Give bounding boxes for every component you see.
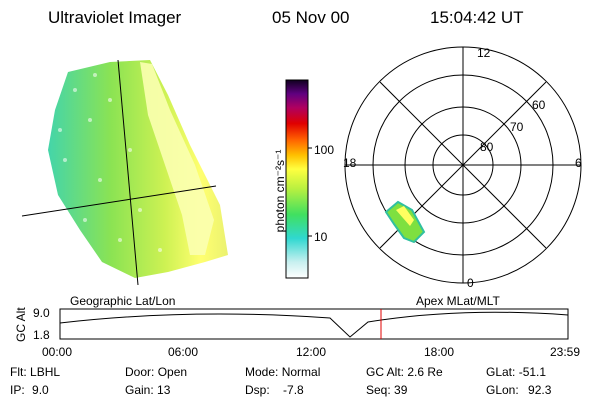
geographic-caption: Geographic Lat/Lon [70, 294, 176, 308]
latitude-grid-line [21, 185, 217, 217]
ip-label: IP: [10, 383, 25, 397]
altitude-plot-frame [59, 308, 569, 340]
gcalt-field: GC Alt: 2.6 Re [366, 365, 443, 379]
mlt-label-6: 6 [575, 156, 582, 170]
longitude-grid-line [117, 59, 139, 286]
gcalt-label: GC Alt: [366, 365, 405, 379]
mode-field: Mode: Normal [245, 365, 320, 379]
glon-field: GLon: 92.3 [486, 383, 551, 397]
time-tick-0000: 00:00 [42, 345, 73, 359]
dsp-label: Dsp: [245, 383, 270, 397]
dsp-field: Dsp: -7.8 [245, 383, 304, 397]
ip-field: IP: 9.0 [10, 383, 49, 397]
date-label: 05 Nov 00 [272, 8, 350, 27]
time-tick-2359: 23:59 [550, 345, 581, 359]
glon-label: GLon: [486, 383, 519, 397]
mode-value: Normal [281, 365, 321, 379]
flt-value: LBHL [30, 365, 61, 379]
ip-value: 9.0 [32, 383, 49, 397]
time-label: 15:04:42 UT [430, 8, 524, 27]
auroral-swath [48, 60, 228, 278]
mode-label: Mode: [245, 365, 279, 379]
mlt-label-0: 0 [467, 276, 474, 290]
glat-label: GLat: [486, 365, 516, 379]
mlt-label-18: 18 [343, 156, 357, 170]
colorbar-tick-10: 10 [314, 230, 328, 244]
glat-value: -51.1 [518, 365, 547, 379]
polar-plot [344, 46, 582, 284]
altitude-ytick-top: 9.0 [33, 306, 50, 320]
noise-speckle [58, 73, 162, 252]
geographic-image-panel [21, 59, 228, 286]
gain-value: 13 [157, 383, 171, 397]
flt-field: Flt: LBHL [10, 365, 60, 379]
door-field: Door: Open [125, 365, 187, 379]
color-bar [285, 79, 312, 279]
gain-label: Gain: [125, 383, 154, 397]
gcalt-value: 2.6 Re [407, 365, 443, 379]
altitude-plot [59, 308, 569, 340]
door-value: Open [157, 365, 188, 379]
mlat-label-60: 60 [532, 98, 546, 112]
colorbar-unit-label: photon cm⁻²s⁻¹ [273, 149, 287, 233]
altitude-curve [59, 311, 569, 338]
instrument-title: Ultraviolet Imager [48, 8, 182, 27]
altitude-ylabel: GC Alt [14, 307, 28, 342]
mlat-label-80: 80 [480, 140, 494, 154]
gain-field: Gain: 13 [125, 383, 170, 397]
glon-value: 92.3 [528, 383, 552, 397]
time-tick-1200: 12:00 [296, 345, 327, 359]
glat-field: GLat: -51.1 [486, 365, 546, 379]
seq-label: Seq: [366, 383, 391, 397]
mlt-label-12: 12 [477, 46, 491, 60]
auroral-oval-bright [140, 62, 214, 255]
seq-field: Seq: 39 [366, 383, 407, 397]
apex-caption: Apex MLat/MLT [416, 294, 500, 308]
seq-value: 39 [394, 383, 408, 397]
door-label: Door: [125, 365, 155, 379]
time-tick-0600: 06:00 [168, 345, 199, 359]
colorbar-tick-100: 100 [314, 143, 335, 157]
polar-auroral-patch [384, 200, 426, 244]
mlat-label-70: 70 [510, 120, 524, 134]
dsp-value: -7.8 [283, 383, 304, 397]
flt-label: Flt: [10, 365, 27, 379]
time-tick-1800: 18:00 [424, 345, 455, 359]
altitude-ytick-bottom: 1.8 [33, 328, 50, 342]
